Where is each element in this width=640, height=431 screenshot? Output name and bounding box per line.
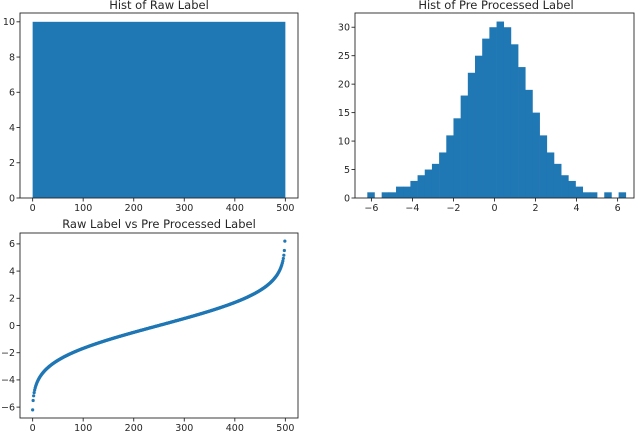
raw-hist-bars [32,21,286,198]
processed-hist-bar [582,192,591,198]
scatter-ytick-label: −2 [1,348,15,359]
processed-hist-bar [539,135,548,198]
processed-hist-bar [618,192,627,198]
processed-hist-bar [410,180,418,198]
processed-hist-ytick-label: 5 [344,165,350,176]
processed-hist-ytick-label: 30 [338,23,350,34]
scatter-ytick-label: −4 [1,375,15,386]
processed-hist-bar [575,186,584,198]
scatter-title: Raw Label vs Pre Processed Label [62,217,256,231]
scatter-ytick-label: 2 [9,294,15,305]
processed-hist-title: Hist of Pre Processed Label [418,0,573,12]
raw-hist-xtick-label: 100 [74,203,92,214]
processed-hist-ytick-label: 20 [338,79,350,90]
processed-hist-bar [532,112,540,198]
raw-hist-frame [19,12,299,199]
raw-hist-bar [32,21,286,198]
processed-hist-xtick-label: 6 [615,203,621,214]
processed-hist-bar [467,72,476,198]
processed-hist-bar [546,152,555,198]
processed-hist-bar [460,95,469,198]
scatter-ytick-label: 6 [9,239,15,250]
processed-hist-bar [553,163,562,198]
processed-hist-xtick-label: 2 [533,203,539,214]
processed-hist-ticks: −6 −4 −2 0 2 4 6 0 5 10 15 20 25 30 [338,23,621,214]
scatter-point [283,239,287,243]
processed-hist-bar [446,135,454,198]
scatter-xtick-label: 100 [74,423,92,431]
scatter-xtick-label: 500 [276,423,294,431]
processed-hist-bar [424,169,433,198]
processed-hist-bar [439,152,447,198]
processed-hist-bar [510,44,519,198]
processed-hist-xtick-label: 0 [491,203,497,214]
scatter-xtick-label: 300 [175,423,193,431]
processed-hist-bar [604,192,612,198]
processed-hist-bar [489,27,497,198]
raw-hist-xtick-label: 300 [175,203,193,214]
scatter-ticks: 0 100 200 300 400 500 −6 −4 −2 0 2 4 6 [1,239,294,431]
raw-hist-xtick-label: 200 [125,203,143,214]
processed-hist-bar [496,21,505,198]
processed-hist-bar [417,175,426,198]
processed-hist-xtick-label: 4 [574,203,580,214]
scatter-point [32,394,36,398]
processed-hist-bar [475,55,483,198]
scatter-point [281,256,285,261]
processed-hist-bar [431,163,440,198]
raw-hist-xtick-label: 500 [276,203,294,214]
raw-hist-ytick-label: 0 [9,193,15,204]
scatter-ytick-label: 0 [9,321,15,332]
processed-hist-ytick-label: 10 [338,136,350,147]
processed-hist-xtick-label: −2 [446,203,460,214]
processed-hist-bar [561,175,569,198]
scatter-points [31,239,287,412]
scatter-point [282,248,286,253]
processed-hist-bar [503,27,512,198]
scatter-point [281,259,285,263]
processed-hist-bar [388,192,397,198]
processed-hist-ytick-label: 15 [338,108,350,119]
processed-hist-bar [482,38,490,198]
scatter-point [282,253,286,257]
processed-hist-bar [403,186,411,198]
scatter-point [32,390,36,395]
raw-hist-xtick-label: 400 [226,203,244,214]
scatter-xtick-label: 0 [30,423,36,431]
processed-hist-ytick-label: 0 [344,193,350,204]
processed-hist-bar [453,118,461,198]
processed-hist-xtick-label: −4 [405,203,419,214]
processed-hist-frame [354,12,635,199]
subplot-raw-hist: Hist of Raw Label 0 100 200 300 400 500 0 2 4 6 8 1… [3,0,299,214]
scatter-xtick-label: 400 [226,423,244,431]
scatter-point [31,408,35,412]
processed-hist-ytick-label: 25 [338,51,350,62]
processed-hist-bar [518,67,526,198]
processed-hist-bar [525,89,533,198]
raw-hist-ytick-label: 2 [9,158,15,169]
raw-hist-ytick-label: 8 [9,52,15,63]
subplot-processed-hist: Hist of Pre Processed Label −6 −4 −2 0 2 4 6 0 5… [338,0,635,214]
processed-hist-xtick-label: −6 [364,203,378,214]
raw-hist-ytick-label: 6 [9,88,15,99]
raw-hist-title: Hist of Raw Label [109,0,209,12]
scatter-ytick-label: −6 [1,402,15,413]
raw-hist-xtick-label: 0 [30,203,36,214]
raw-hist-ytick-label: 10 [3,17,15,28]
scatter-ytick-label: 4 [9,266,15,277]
scatter-xtick-label: 200 [125,423,143,431]
subplot-raw-vs-processed: Raw Label vs Pre Processed Label 0 100 200… [1,217,299,431]
raw-hist-ticks: 0 100 200 300 400 500 0 2 4 6 8 10 [3,17,295,214]
processed-hist-bar [396,186,404,198]
scatter-frame [19,232,299,419]
processed-hist-bar [568,180,576,198]
raw-hist-ytick-label: 4 [9,123,15,134]
processed-hist-bar [589,192,598,198]
scatter-point [31,398,35,403]
processed-hist-bar [367,192,375,198]
processed-hist-bar [381,192,390,198]
processed-hist-bars [367,21,627,198]
